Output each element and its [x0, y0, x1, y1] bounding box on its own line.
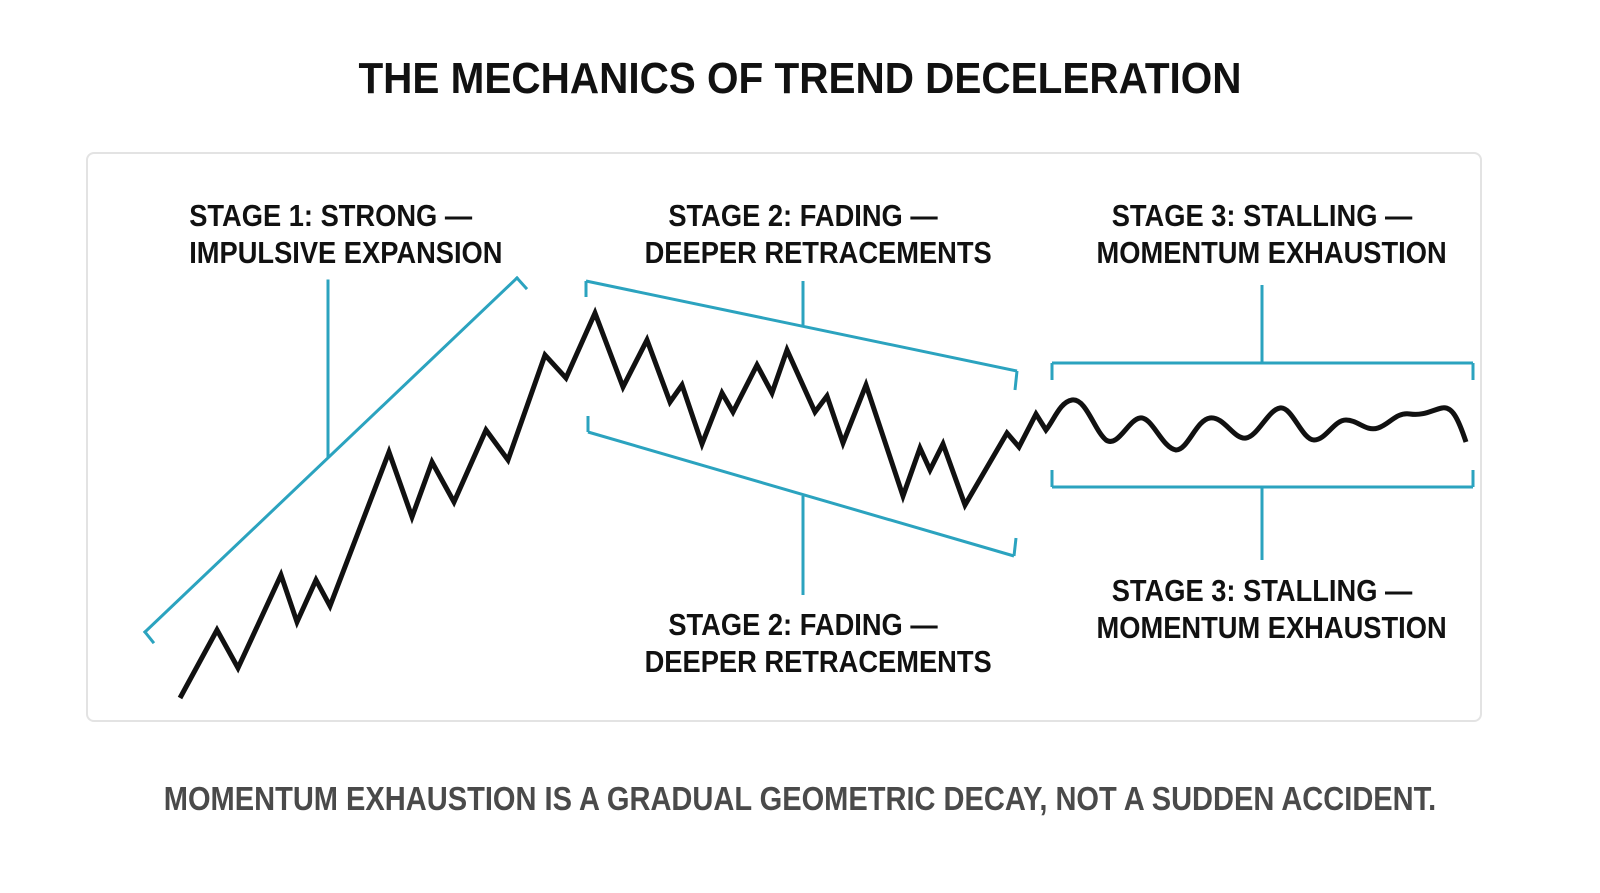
stage3-bottom-label-line1: STAGE 3: STALLING —: [1111, 573, 1413, 608]
caption: MOMENTUM EXHAUSTION IS A GRADUAL GEOMETR…: [163, 780, 1437, 817]
stage3-top-label: STAGE 3: STALLING — MOMENTUM EXHAUSTION: [1096, 197, 1447, 271]
stage2-bottom-label-line2: DEEPER RETRACEMENTS: [644, 644, 992, 679]
stage2-top-label-line2: DEEPER RETRACEMENTS: [644, 235, 992, 270]
stage3-top-label-line2: MOMENTUM EXHAUSTION: [1096, 235, 1447, 270]
stage1-label: STAGE 1: STRONG — IMPULSIVE EXPANSION: [189, 197, 503, 271]
stage2-top-label-line1: STAGE 2: FADING —: [668, 198, 938, 233]
stage3-top-label-line1: STAGE 3: STALLING —: [1111, 198, 1413, 233]
stage1-label-line1: STAGE 1: STRONG —: [189, 198, 473, 233]
stage2-bottom-label-line1: STAGE 2: FADING —: [668, 607, 938, 642]
page-title: THE MECHANICS OF TREND DECELERATION: [358, 54, 1242, 103]
price-line: [177, 306, 1469, 700]
stage1-label-line2: IMPULSIVE EXPANSION: [189, 235, 503, 270]
stage2-top-label: STAGE 2: FADING — DEEPER RETRACEMENTS: [644, 197, 992, 271]
stage2-upper-bracket: [584, 279, 1019, 391]
stage3-bottom-label: STAGE 3: STALLING — MOMENTUM EXHAUSTION: [1096, 572, 1447, 646]
stage3-lower-bracket: [1050, 470, 1475, 560]
stage2-lower-bracket: [586, 416, 1018, 595]
stage3-upper-bracket: [1050, 285, 1475, 380]
stage2-bottom-label: STAGE 2: FADING — DEEPER RETRACEMENTS: [644, 606, 992, 680]
diagram-panel: [86, 152, 1482, 722]
stage1-bracket: [142, 275, 529, 645]
stage3-bottom-label-line2: MOMENTUM EXHAUSTION: [1096, 610, 1447, 645]
